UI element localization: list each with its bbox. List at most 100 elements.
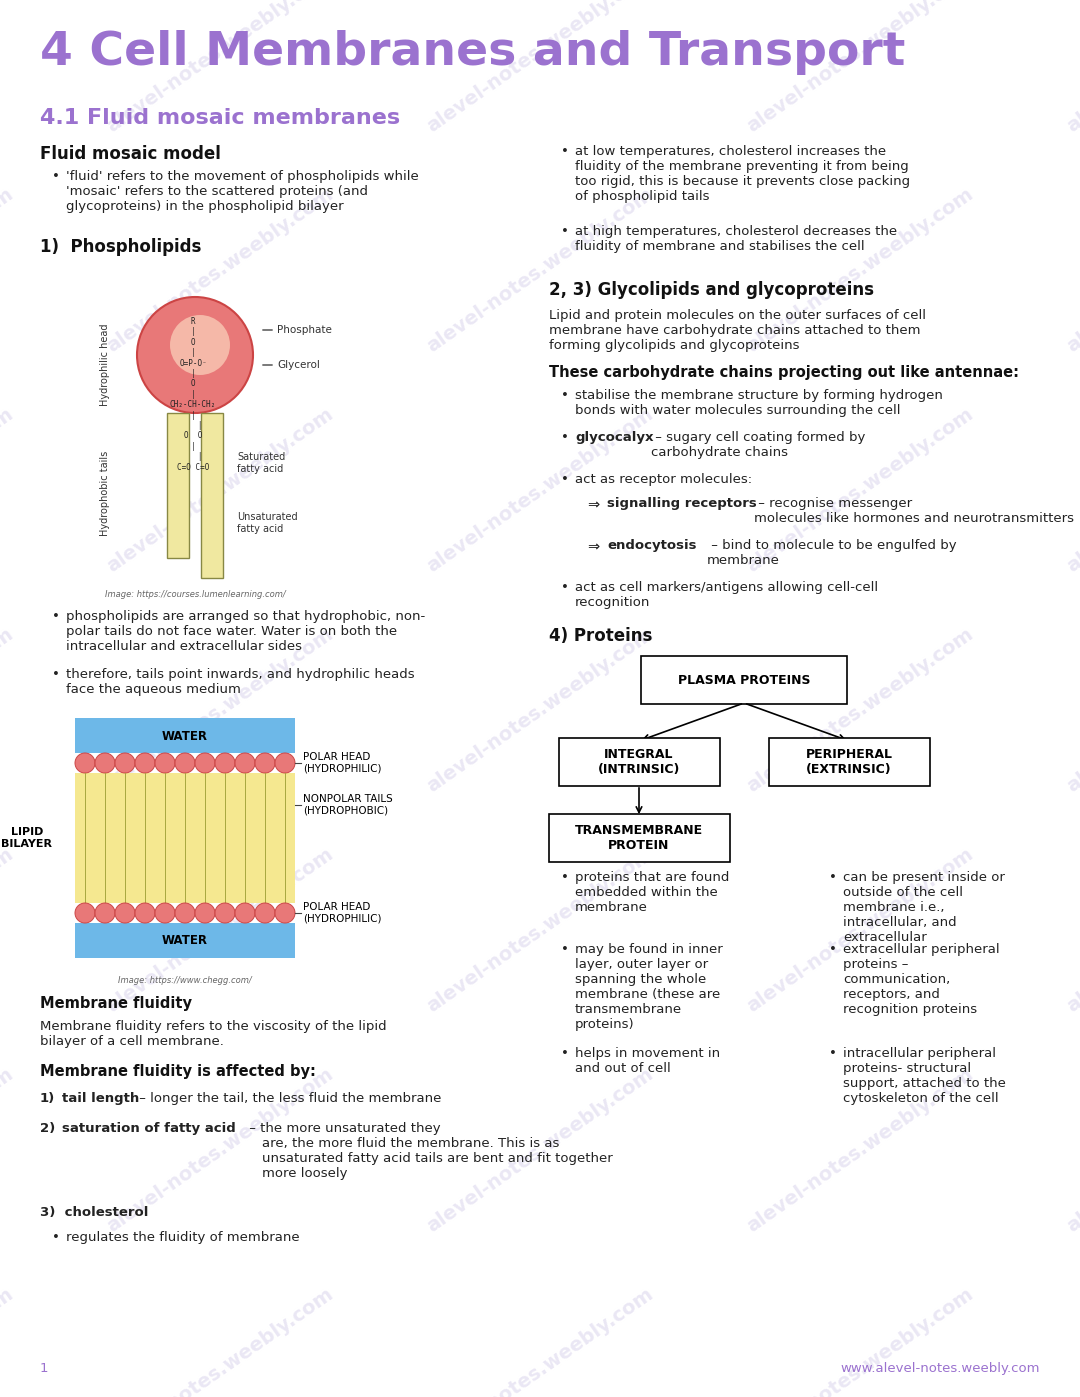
Text: WATER: WATER xyxy=(162,935,208,947)
Text: stabilise the membrane structure by forming hydrogen
bonds with water molecules : stabilise the membrane structure by form… xyxy=(575,388,943,416)
Text: Membrane fluidity is affected by:: Membrane fluidity is affected by: xyxy=(40,1065,315,1078)
Text: – recognise messenger
molecules like hormones and neurotransmitters: – recognise messenger molecules like hor… xyxy=(754,497,1074,525)
Text: •: • xyxy=(829,1046,837,1060)
Text: alevel-notes.weebly.com: alevel-notes.weebly.com xyxy=(0,1284,17,1397)
Text: alevel-notes.weebly.com: alevel-notes.weebly.com xyxy=(423,184,657,356)
Text: endocytosis: endocytosis xyxy=(607,539,697,552)
Circle shape xyxy=(215,902,235,923)
Text: Saturated
fatty acid: Saturated fatty acid xyxy=(237,453,285,474)
Text: These carbohydrate chains projecting out like antennae:: These carbohydrate chains projecting out… xyxy=(549,365,1020,380)
Text: alevel-notes.weebly.com: alevel-notes.weebly.com xyxy=(423,0,657,136)
Text: – bind to molecule to be engulfed by
membrane: – bind to molecule to be engulfed by mem… xyxy=(707,539,957,567)
Text: helps in movement in
and out of cell: helps in movement in and out of cell xyxy=(575,1046,720,1076)
Bar xyxy=(75,773,295,838)
Text: signalling receptors: signalling receptors xyxy=(607,497,757,510)
Text: alevel-notes.weebly.com: alevel-notes.weebly.com xyxy=(423,844,657,1016)
Text: Lipid and protein molecules on the outer surfaces of cell
membrane have carbohyd: Lipid and protein molecules on the outer… xyxy=(549,309,926,352)
Text: •: • xyxy=(561,870,569,884)
Text: alevel-notes.weebly.com: alevel-notes.weebly.com xyxy=(0,844,17,1016)
Text: extracellular peripheral
proteins –
communication,
receptors, and
recognition pr: extracellular peripheral proteins – comm… xyxy=(843,943,1000,1016)
Circle shape xyxy=(114,753,135,773)
Text: alevel-notes.weebly.com: alevel-notes.weebly.com xyxy=(104,184,337,356)
Text: alevel-notes.weebly.com: alevel-notes.weebly.com xyxy=(0,624,17,796)
Text: •: • xyxy=(52,1231,59,1243)
Text: Unsaturated
fatty acid: Unsaturated fatty acid xyxy=(237,513,298,534)
Circle shape xyxy=(137,298,253,414)
Text: ⇒: ⇒ xyxy=(588,497,599,511)
Text: at low temperatures, cholesterol increases the
fluidity of the membrane preventi: at low temperatures, cholesterol increas… xyxy=(575,145,910,203)
Text: NONPOLAR TAILS
(HYDROPHOBIC): NONPOLAR TAILS (HYDROPHOBIC) xyxy=(303,795,393,816)
Text: TRANSMEMBRANE
PROTEIN: TRANSMEMBRANE PROTEIN xyxy=(575,824,703,852)
Text: phospholipids are arranged so that hydrophobic, non-
polar tails do not face wat: phospholipids are arranged so that hydro… xyxy=(66,610,426,652)
Text: •: • xyxy=(829,943,837,956)
Text: alevel-notes.weebly.com: alevel-notes.weebly.com xyxy=(423,1284,657,1397)
Text: 4) Proteins: 4) Proteins xyxy=(549,627,652,645)
Text: alevel-notes.weebly.com: alevel-notes.weebly.com xyxy=(1063,404,1080,576)
Text: •: • xyxy=(561,581,569,594)
Text: alevel-notes.weebly.com: alevel-notes.weebly.com xyxy=(743,1284,976,1397)
Text: alevel-notes.weebly.com: alevel-notes.weebly.com xyxy=(0,184,17,356)
Text: alevel-notes.weebly.com: alevel-notes.weebly.com xyxy=(1063,844,1080,1016)
Text: alevel-notes.weebly.com: alevel-notes.weebly.com xyxy=(0,404,17,576)
Circle shape xyxy=(135,753,156,773)
Circle shape xyxy=(275,753,295,773)
Circle shape xyxy=(175,753,195,773)
Circle shape xyxy=(275,902,295,923)
Text: Hydrophobic tails: Hydrophobic tails xyxy=(100,450,110,535)
Text: alevel-notes.weebly.com: alevel-notes.weebly.com xyxy=(743,0,976,136)
Text: Membrane fluidity: Membrane fluidity xyxy=(40,996,192,1011)
Text: •: • xyxy=(561,388,569,402)
Circle shape xyxy=(195,902,215,923)
Text: •: • xyxy=(829,870,837,884)
Bar xyxy=(75,838,295,902)
Text: Membrane fluidity refers to the viscosity of the lipid
bilayer of a cell membran: Membrane fluidity refers to the viscosit… xyxy=(40,1020,387,1048)
Bar xyxy=(201,414,222,578)
Text: •: • xyxy=(561,943,569,956)
Text: tail length: tail length xyxy=(62,1092,139,1105)
Text: alevel-notes.weebly.com: alevel-notes.weebly.com xyxy=(104,624,337,796)
Text: alevel-notes.weebly.com: alevel-notes.weebly.com xyxy=(104,1065,337,1236)
Text: ⇒: ⇒ xyxy=(588,539,599,555)
Text: act as cell markers/antigens allowing cell-cell
recognition: act as cell markers/antigens allowing ce… xyxy=(575,581,878,609)
Text: alevel-notes.weebly.com: alevel-notes.weebly.com xyxy=(104,844,337,1016)
Text: alevel-notes.weebly.com: alevel-notes.weebly.com xyxy=(1063,0,1080,136)
Text: glycocalyx: glycocalyx xyxy=(575,432,653,444)
Circle shape xyxy=(215,753,235,773)
Text: act as receptor molecules:: act as receptor molecules: xyxy=(575,474,752,486)
Text: alevel-notes.weebly.com: alevel-notes.weebly.com xyxy=(1063,1284,1080,1397)
Text: alevel-notes.weebly.com: alevel-notes.weebly.com xyxy=(423,404,657,576)
Circle shape xyxy=(95,753,114,773)
Text: alevel-notes.weebly.com: alevel-notes.weebly.com xyxy=(0,0,17,136)
Text: www.alevel-notes.weebly.com: www.alevel-notes.weebly.com xyxy=(840,1362,1040,1375)
Text: alevel-notes.weebly.com: alevel-notes.weebly.com xyxy=(423,624,657,796)
Text: 1: 1 xyxy=(40,1362,49,1375)
Text: 'fluid' refers to the movement of phospholipids while
'mosaic' refers to the sca: 'fluid' refers to the movement of phosph… xyxy=(66,170,419,212)
Text: alevel-notes.weebly.com: alevel-notes.weebly.com xyxy=(743,624,976,796)
Text: •: • xyxy=(52,610,59,623)
Text: LIPID
BILAYER: LIPID BILAYER xyxy=(1,827,53,849)
Text: Fluid mosaic model: Fluid mosaic model xyxy=(40,145,221,163)
Text: alevel-notes.weebly.com: alevel-notes.weebly.com xyxy=(743,184,976,356)
Text: •: • xyxy=(52,170,59,183)
Text: •: • xyxy=(52,668,59,680)
Text: POLAR HEAD
(HYDROPHILIC): POLAR HEAD (HYDROPHILIC) xyxy=(303,902,381,923)
Text: 1)  Phospholipids: 1) Phospholipids xyxy=(40,237,201,256)
Text: – the more unsaturated they
    are, the more fluid the membrane. This is as
   : – the more unsaturated they are, the mor… xyxy=(245,1122,612,1180)
Text: alevel-notes.weebly.com: alevel-notes.weebly.com xyxy=(743,404,976,576)
Circle shape xyxy=(75,753,95,773)
FancyBboxPatch shape xyxy=(75,718,295,753)
Text: Phosphate: Phosphate xyxy=(276,326,332,335)
Text: INTEGRAL
(INTRINSIC): INTEGRAL (INTRINSIC) xyxy=(598,747,680,775)
Circle shape xyxy=(156,902,175,923)
Circle shape xyxy=(235,753,255,773)
Text: alevel-notes.weebly.com: alevel-notes.weebly.com xyxy=(1063,624,1080,796)
Text: intracellular peripheral
proteins- structural
support, attached to the
cytoskele: intracellular peripheral proteins- struc… xyxy=(843,1046,1005,1105)
Text: proteins that are found
embedded within the
membrane: proteins that are found embedded within … xyxy=(575,870,729,914)
Text: PERIPHERAL
(EXTRINSIC): PERIPHERAL (EXTRINSIC) xyxy=(806,747,892,775)
Text: saturation of fatty acid: saturation of fatty acid xyxy=(62,1122,235,1134)
FancyBboxPatch shape xyxy=(549,814,730,862)
Text: 2): 2) xyxy=(40,1122,55,1134)
Bar xyxy=(167,414,189,557)
Text: •: • xyxy=(561,432,569,444)
Text: 3)  cholesterol: 3) cholesterol xyxy=(40,1206,148,1220)
